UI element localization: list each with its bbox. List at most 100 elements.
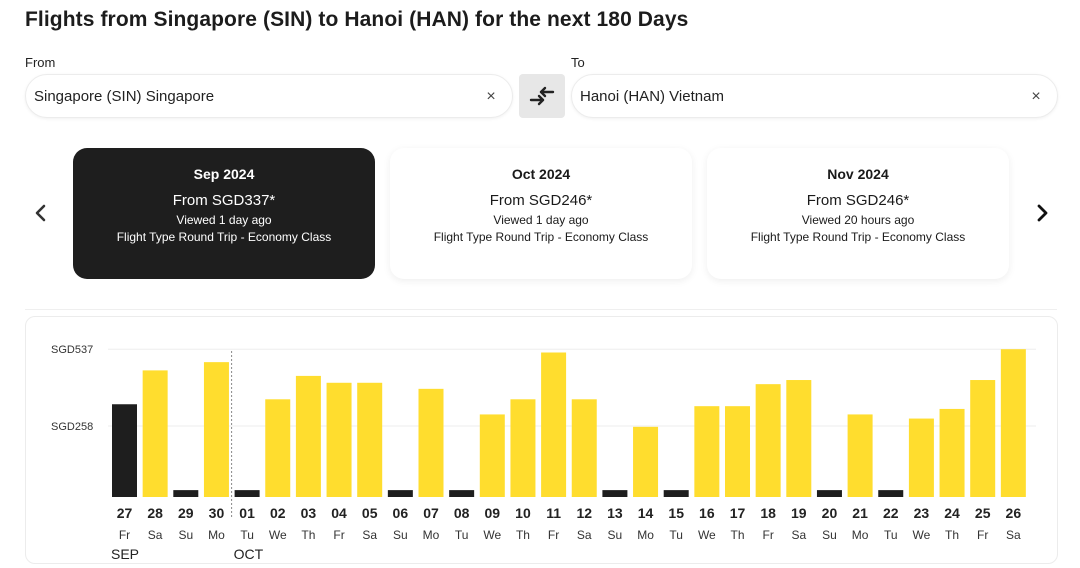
price-bar-20[interactable] — [816, 490, 842, 497]
price-bar-13[interactable] — [602, 490, 628, 497]
day-number-label: 02 — [270, 505, 286, 521]
day-number-label: 14 — [638, 505, 654, 521]
price-bar-23[interactable] — [908, 418, 934, 497]
to-label: To — [571, 55, 585, 70]
day-of-week-label: We — [483, 528, 501, 542]
month-card-flight-type: Flight Type Round Trip - Economy Class — [750, 230, 966, 244]
price-bar-15[interactable] — [663, 490, 689, 497]
price-bar-26[interactable] — [1000, 349, 1026, 497]
day-of-week-label: Mo — [423, 528, 440, 542]
day-number-label: 21 — [852, 505, 868, 521]
to-field[interactable]: Hanoi (HAN) Vietnam × — [571, 74, 1058, 118]
day-of-week-label: Fr — [333, 528, 344, 542]
day-number-label: 24 — [944, 505, 960, 521]
price-bar-25[interactable] — [970, 380, 996, 497]
day-number-label: 18 — [760, 505, 776, 521]
price-bar-06[interactable] — [387, 490, 413, 497]
from-field[interactable]: Singapore (SIN) Singapore × — [25, 74, 513, 118]
page-title: Flights from Singapore (SIN) to Hanoi (H… — [25, 8, 689, 31]
day-of-week-label: Th — [516, 528, 530, 542]
day-number-label: 09 — [485, 505, 501, 521]
month-card-flight-type: Flight Type Round Trip - Economy Class — [433, 230, 649, 244]
day-number-label: 20 — [822, 505, 838, 521]
day-number-label: 08 — [454, 505, 470, 521]
day-of-week-label: Mo — [208, 528, 225, 542]
chevron-left-icon — [35, 204, 46, 222]
day-number-label: 15 — [668, 505, 684, 521]
day-of-week-label: Fr — [548, 528, 559, 542]
price-bar-21[interactable] — [847, 414, 873, 497]
price-bar-01[interactable] — [234, 490, 260, 497]
price-bar-30[interactable] — [203, 362, 229, 497]
day-number-label: 25 — [975, 505, 991, 521]
swap-arrows-icon — [529, 86, 555, 106]
month-card-flight-type: Flight Type Round Trip - Economy Class — [116, 230, 332, 244]
day-number-label: 30 — [209, 505, 225, 521]
month-card-viewed: Viewed 1 day ago — [493, 213, 589, 227]
day-of-week-label: Sa — [148, 528, 163, 542]
month-card-viewed: Viewed 20 hours ago — [801, 213, 915, 227]
day-number-label: 04 — [331, 505, 347, 521]
day-of-week-label: Sa — [577, 528, 592, 542]
from-clear-icon[interactable]: × — [486, 88, 496, 105]
price-bar-07[interactable] — [418, 388, 444, 497]
day-of-week-label: Mo — [852, 528, 869, 542]
price-bar-27[interactable] — [112, 404, 137, 497]
swap-button[interactable] — [519, 74, 565, 118]
day-of-week-label: Tu — [669, 528, 683, 542]
price-bar-05[interactable] — [357, 382, 383, 497]
price-bar-19[interactable] — [786, 380, 812, 497]
price-bar-18[interactable] — [755, 384, 781, 497]
day-of-week-label: Tu — [240, 528, 254, 542]
price-bar-11[interactable] — [541, 352, 567, 497]
day-of-week-label: Th — [730, 528, 744, 542]
price-bar-03[interactable] — [295, 375, 321, 497]
month-card-title: Nov 2024 — [827, 166, 889, 182]
day-of-week-label: Fr — [762, 528, 773, 542]
day-number-label: 01 — [239, 505, 255, 521]
to-clear-icon[interactable]: × — [1031, 88, 1041, 105]
price-bar-10[interactable] — [510, 399, 536, 497]
month-card-viewed: Viewed 1 day ago — [176, 213, 272, 227]
price-bar-09[interactable] — [479, 414, 505, 497]
day-number-label: 12 — [576, 505, 592, 521]
price-bar-29[interactable] — [173, 490, 199, 497]
price-bar-08[interactable] — [449, 490, 475, 497]
day-number-label: 10 — [515, 505, 531, 521]
day-of-week-label: Tu — [455, 528, 469, 542]
day-of-week-label: Su — [393, 528, 408, 542]
day-of-week-label: Tu — [884, 528, 898, 542]
day-number-label: 27 — [117, 505, 133, 521]
price-bar-14[interactable] — [633, 426, 659, 497]
price-bar-22[interactable] — [878, 490, 904, 497]
price-bar-02[interactable] — [265, 399, 291, 497]
price-bar-16[interactable] — [694, 406, 720, 497]
day-of-week-label: Su — [608, 528, 623, 542]
day-number-label: 05 — [362, 505, 378, 521]
month-card-price: From SGD246* — [489, 192, 593, 209]
day-of-week-label: We — [269, 528, 287, 542]
day-number-label: 29 — [178, 505, 194, 521]
month-card-sep-2024[interactable]: Sep 2024 From SGD337* Viewed 1 day ago F… — [73, 148, 375, 279]
y-axis-label: SGD537 — [51, 344, 93, 356]
month-card-oct-2024[interactable]: Oct 2024 From SGD246* Viewed 1 day ago F… — [390, 148, 692, 279]
day-number-label: 03 — [301, 505, 317, 521]
day-number-label: 07 — [423, 505, 439, 521]
month-card-nov-2024[interactable]: Nov 2024 From SGD246* Viewed 20 hours ag… — [707, 148, 1009, 279]
from-field-value: Singapore (SIN) Singapore — [34, 88, 215, 105]
day-number-label: 17 — [730, 505, 746, 521]
chevron-right-icon — [1037, 204, 1048, 222]
price-bar-28[interactable] — [142, 370, 168, 497]
price-bar-17[interactable] — [725, 406, 750, 497]
price-bar-12[interactable] — [571, 399, 597, 497]
price-bar-04[interactable] — [326, 382, 352, 497]
day-number-label: 19 — [791, 505, 807, 521]
previous-month-button[interactable] — [29, 199, 53, 227]
month-card-price: From SGD246* — [806, 192, 910, 209]
next-month-button[interactable] — [1030, 199, 1054, 227]
day-number-label: 16 — [699, 505, 715, 521]
price-bar-24[interactable] — [939, 408, 965, 497]
day-number-label: 22 — [883, 505, 899, 521]
y-axis-label: SGD258 — [51, 421, 93, 433]
day-of-week-label: Sa — [362, 528, 377, 542]
